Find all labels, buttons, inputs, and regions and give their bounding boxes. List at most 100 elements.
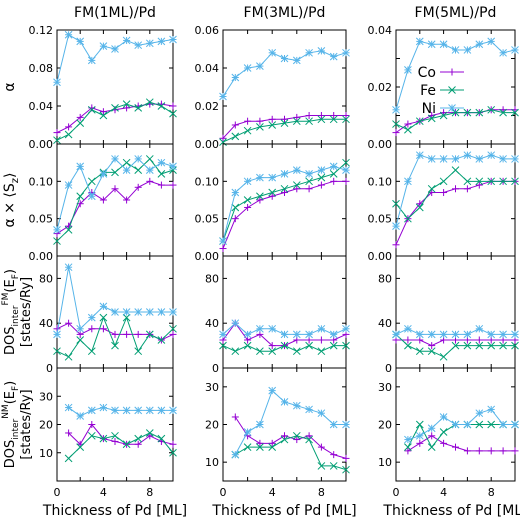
data-point [256, 347, 264, 356]
data-point [157, 336, 166, 344]
y-tick-label: 80 [39, 272, 53, 285]
data-point [305, 48, 313, 57]
data-point [451, 341, 460, 350]
data-point [134, 183, 142, 191]
y-tick-label: 20 [39, 419, 53, 432]
series-line [235, 435, 347, 471]
data-point [475, 341, 484, 350]
data-point [415, 420, 424, 429]
data-point [231, 215, 239, 223]
data-point [111, 45, 119, 53]
data-point [231, 347, 240, 356]
data-point [404, 336, 412, 344]
data-point [53, 78, 61, 87]
data-point [134, 330, 142, 338]
data-point [499, 177, 507, 186]
data-point [243, 196, 252, 204]
data-point [427, 114, 436, 123]
data-point [463, 177, 472, 186]
data-point [111, 437, 119, 445]
y-tick-label: 0.04 [29, 100, 54, 113]
data-point [87, 431, 96, 440]
data-point [463, 330, 472, 339]
data-point [280, 341, 289, 350]
data-point [231, 413, 239, 421]
data-point [392, 105, 400, 114]
y-tick-label: 0.10 [195, 175, 220, 188]
data-point [475, 336, 483, 344]
data-point [317, 112, 325, 119]
data-point [280, 54, 289, 63]
data-point [499, 155, 507, 163]
panel-r2-c2: 0.00 0.05 0.10 [195, 143, 350, 263]
data-point [169, 448, 177, 457]
series-co [392, 106, 519, 137]
data-point [157, 102, 166, 110]
data-point [145, 330, 154, 339]
data-point [268, 188, 277, 197]
data-point [123, 104, 131, 112]
data-point [342, 420, 350, 429]
series-fe [64, 429, 177, 463]
series-fe [231, 431, 350, 474]
series-fe [53, 155, 177, 245]
data-point [268, 342, 276, 350]
data-point [448, 104, 456, 112]
data-point [65, 123, 73, 131]
data-point [329, 330, 338, 339]
data-point [169, 406, 177, 415]
legend-label: Co [418, 65, 436, 81]
label-part: (E [3, 279, 18, 292]
data-point [268, 115, 276, 123]
data-point [305, 185, 313, 193]
data-point [280, 170, 289, 178]
data-point [268, 48, 277, 57]
data-point [219, 92, 227, 101]
x-tick-label: 4 [269, 486, 276, 499]
data-point [404, 435, 412, 444]
data-point [145, 155, 154, 163]
data-point [76, 119, 85, 127]
data-point [305, 405, 313, 414]
data-point [99, 108, 107, 116]
data-point [452, 185, 459, 193]
data-point [87, 56, 96, 65]
data-point [169, 166, 177, 174]
data-point [392, 199, 400, 208]
data-point [76, 443, 85, 451]
data-point [134, 347, 143, 356]
data-point [157, 158, 166, 167]
data-point [123, 196, 131, 204]
data-point [317, 173, 326, 182]
y-tick-label: 10 [205, 456, 219, 469]
y-tick-label: 80 [205, 272, 219, 285]
data-point [475, 108, 484, 117]
data-point [134, 104, 143, 112]
label-line-1: DOSinterFM(EF) [1, 269, 21, 355]
y-tick-label: 0.05 [195, 213, 220, 226]
series-co [219, 112, 350, 142]
series-co [219, 177, 350, 253]
data-point [256, 443, 264, 451]
data-point [99, 325, 107, 333]
data-point [342, 341, 350, 350]
data-point [243, 428, 252, 436]
label-subscript: z [10, 178, 21, 183]
data-point [415, 347, 424, 356]
series-co [53, 319, 177, 344]
data-point [451, 46, 460, 54]
series-line [56, 33, 174, 83]
series-ni [404, 405, 519, 444]
series-ni [219, 319, 350, 339]
data-point [231, 188, 240, 197]
y-tick-label: 20 [205, 419, 219, 432]
data-point [475, 324, 484, 333]
data-point [439, 352, 448, 361]
data-point [404, 125, 412, 134]
series-co [404, 432, 519, 455]
label-subscript: inter [11, 419, 21, 440]
data-point [392, 330, 400, 339]
series-ni [53, 263, 177, 339]
y-tick-label: 0.00 [368, 138, 393, 151]
data-point [64, 181, 73, 189]
